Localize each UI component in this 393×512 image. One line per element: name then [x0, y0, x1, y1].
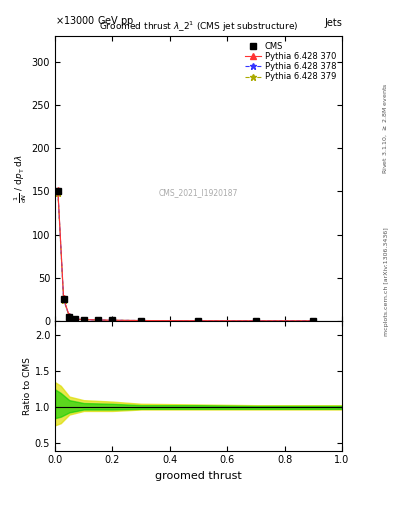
CMS	[253, 318, 258, 324]
CMS	[61, 296, 66, 303]
Pythia 6.428 370	[73, 316, 77, 322]
Pythia 6.428 378	[139, 317, 143, 324]
Pythia 6.428 379	[81, 316, 86, 323]
Pythia 6.428 379	[67, 313, 72, 319]
Pythia 6.428 370	[81, 316, 86, 323]
Pythia 6.428 378	[196, 317, 201, 324]
Pythia 6.428 370	[67, 313, 72, 319]
Pythia 6.428 379	[55, 190, 60, 196]
Pythia 6.428 378	[61, 296, 66, 303]
Pythia 6.428 370	[253, 318, 258, 324]
Pythia 6.428 379	[139, 317, 143, 324]
Y-axis label: Ratio to CMS: Ratio to CMS	[23, 357, 32, 415]
Pythia 6.428 378	[81, 316, 86, 323]
Line: Pythia 6.428 370: Pythia 6.428 370	[55, 187, 316, 324]
Line: Pythia 6.428 379: Pythia 6.428 379	[54, 189, 317, 324]
Pythia 6.428 378	[67, 313, 72, 319]
Pythia 6.428 378	[96, 317, 101, 323]
Pythia 6.428 379	[61, 297, 66, 303]
Pythia 6.428 370	[311, 318, 316, 324]
Line: CMS: CMS	[55, 188, 316, 324]
Text: CMS_2021_I1920187: CMS_2021_I1920187	[159, 188, 238, 197]
Pythia 6.428 379	[196, 317, 201, 324]
Line: Pythia 6.428 378: Pythia 6.428 378	[54, 188, 317, 324]
CMS	[139, 317, 143, 324]
Text: mcplots.cern.ch [arXiv:1306.3436]: mcplots.cern.ch [arXiv:1306.3436]	[384, 227, 389, 336]
Text: $\times$13000 GeV pp: $\times$13000 GeV pp	[55, 14, 134, 28]
Pythia 6.428 379	[96, 317, 101, 323]
Pythia 6.428 378	[253, 318, 258, 324]
Pythia 6.428 379	[311, 318, 316, 324]
Pythia 6.428 370	[61, 295, 66, 302]
Pythia 6.428 370	[110, 317, 115, 323]
CMS	[110, 317, 115, 324]
CMS	[81, 316, 86, 323]
Pythia 6.428 370	[139, 317, 143, 324]
Pythia 6.428 370	[196, 317, 201, 324]
Pythia 6.428 378	[55, 188, 60, 195]
CMS	[311, 318, 316, 324]
Y-axis label: $\frac{1}{\mathrm{d}N}$ / $\mathrm{d}p_\mathrm{T}$ $\mathrm{d}\lambda$: $\frac{1}{\mathrm{d}N}$ / $\mathrm{d}p_\…	[12, 154, 29, 203]
Text: Rivet 3.1.10, $\geq$ 2.8M events: Rivet 3.1.10, $\geq$ 2.8M events	[382, 82, 389, 174]
Pythia 6.428 379	[253, 318, 258, 324]
CMS	[196, 317, 201, 324]
CMS	[73, 316, 77, 323]
Pythia 6.428 379	[73, 316, 77, 323]
Title: Groomed thrust $\lambda\_2^1$ (CMS jet substructure): Groomed thrust $\lambda\_2^1$ (CMS jet s…	[99, 20, 298, 34]
Pythia 6.428 378	[73, 316, 77, 322]
CMS	[67, 313, 72, 319]
Pythia 6.428 378	[110, 317, 115, 323]
Text: Jets: Jets	[324, 18, 342, 28]
Pythia 6.428 379	[110, 317, 115, 324]
Pythia 6.428 370	[96, 317, 101, 323]
X-axis label: groomed thrust: groomed thrust	[155, 471, 242, 481]
Pythia 6.428 370	[55, 186, 60, 193]
CMS	[55, 188, 60, 195]
CMS	[96, 317, 101, 323]
Legend: CMS, Pythia 6.428 370, Pythia 6.428 378, Pythia 6.428 379: CMS, Pythia 6.428 370, Pythia 6.428 378,…	[241, 38, 340, 85]
Pythia 6.428 378	[311, 318, 316, 324]
